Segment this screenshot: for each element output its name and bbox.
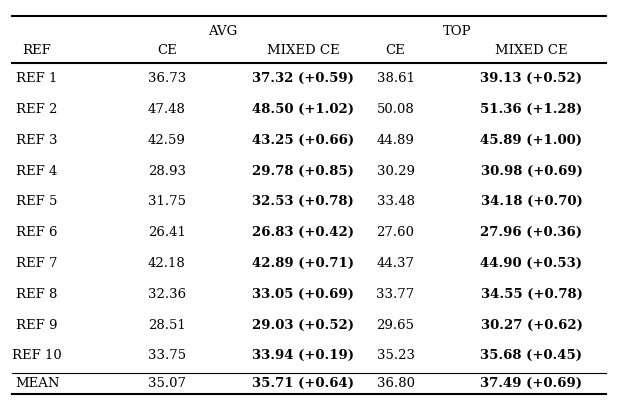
Text: 45.89 (+1.00): 45.89 (+1.00) [480,134,583,147]
Text: 42.18: 42.18 [148,257,186,270]
Text: 30.29: 30.29 [376,164,415,177]
Text: TOP: TOP [443,25,472,38]
Text: 35.23: 35.23 [376,349,415,362]
Text: 44.90 (+0.53): 44.90 (+0.53) [480,257,583,270]
Text: 50.08: 50.08 [376,103,415,116]
Text: 44.37: 44.37 [376,257,415,270]
Text: 35.71 (+0.64): 35.71 (+0.64) [252,377,354,390]
Text: 33.77: 33.77 [376,288,415,301]
Text: CE: CE [157,44,177,58]
Text: REF 4: REF 4 [17,164,57,177]
Text: 32.36: 32.36 [148,288,186,301]
Text: REF 2: REF 2 [17,103,57,116]
Text: 42.89 (+0.71): 42.89 (+0.71) [252,257,354,270]
Text: 44.89: 44.89 [376,134,415,147]
Text: 35.07: 35.07 [148,377,186,390]
Text: 38.61: 38.61 [376,72,415,85]
Text: REF 5: REF 5 [17,195,57,208]
Text: 39.13 (+0.52): 39.13 (+0.52) [480,72,583,85]
Text: 33.05 (+0.69): 33.05 (+0.69) [252,288,353,301]
Text: 28.51: 28.51 [148,319,186,332]
Text: 37.49 (+0.69): 37.49 (+0.69) [480,377,583,390]
Text: 33.48: 33.48 [376,195,415,208]
Text: 32.53 (+0.78): 32.53 (+0.78) [252,195,353,208]
Text: MIXED CE: MIXED CE [266,44,339,58]
Text: 42.59: 42.59 [148,134,186,147]
Text: REF 8: REF 8 [17,288,57,301]
Text: AVG: AVG [208,25,237,38]
Text: 34.18 (+0.70): 34.18 (+0.70) [481,195,582,208]
Text: 27.96 (+0.36): 27.96 (+0.36) [480,226,583,239]
Text: REF: REF [23,44,51,58]
Text: 26.41: 26.41 [148,226,186,239]
Text: REF 3: REF 3 [16,134,58,147]
Text: 29.03 (+0.52): 29.03 (+0.52) [252,319,354,332]
Text: 47.48: 47.48 [148,103,186,116]
Text: REF 6: REF 6 [16,226,58,239]
Text: 29.78 (+0.85): 29.78 (+0.85) [252,164,353,177]
Text: 33.75: 33.75 [148,349,186,362]
Text: 48.50 (+1.02): 48.50 (+1.02) [252,103,354,116]
Text: 36.80: 36.80 [376,377,415,390]
Text: 36.73: 36.73 [148,72,186,85]
Text: REF 9: REF 9 [16,319,58,332]
Text: 33.94 (+0.19): 33.94 (+0.19) [252,349,354,362]
Text: MEAN: MEAN [15,377,59,390]
Text: 29.65: 29.65 [376,319,415,332]
Text: 37.32 (+0.59): 37.32 (+0.59) [252,72,353,85]
Text: REF 1: REF 1 [17,72,57,85]
Text: 28.93: 28.93 [148,164,186,177]
Text: 30.27 (+0.62): 30.27 (+0.62) [481,319,582,332]
Text: 43.25 (+0.66): 43.25 (+0.66) [252,134,354,147]
Text: REF 10: REF 10 [12,349,62,362]
Text: 26.83 (+0.42): 26.83 (+0.42) [252,226,354,239]
Text: 35.68 (+0.45): 35.68 (+0.45) [480,349,583,362]
Text: 51.36 (+1.28): 51.36 (+1.28) [480,103,583,116]
Text: CE: CE [386,44,405,58]
Text: REF 7: REF 7 [16,257,58,270]
Text: 30.98 (+0.69): 30.98 (+0.69) [481,164,582,177]
Text: 34.55 (+0.78): 34.55 (+0.78) [481,288,582,301]
Text: 31.75: 31.75 [148,195,186,208]
Text: MIXED CE: MIXED CE [495,44,568,58]
Text: 27.60: 27.60 [376,226,415,239]
